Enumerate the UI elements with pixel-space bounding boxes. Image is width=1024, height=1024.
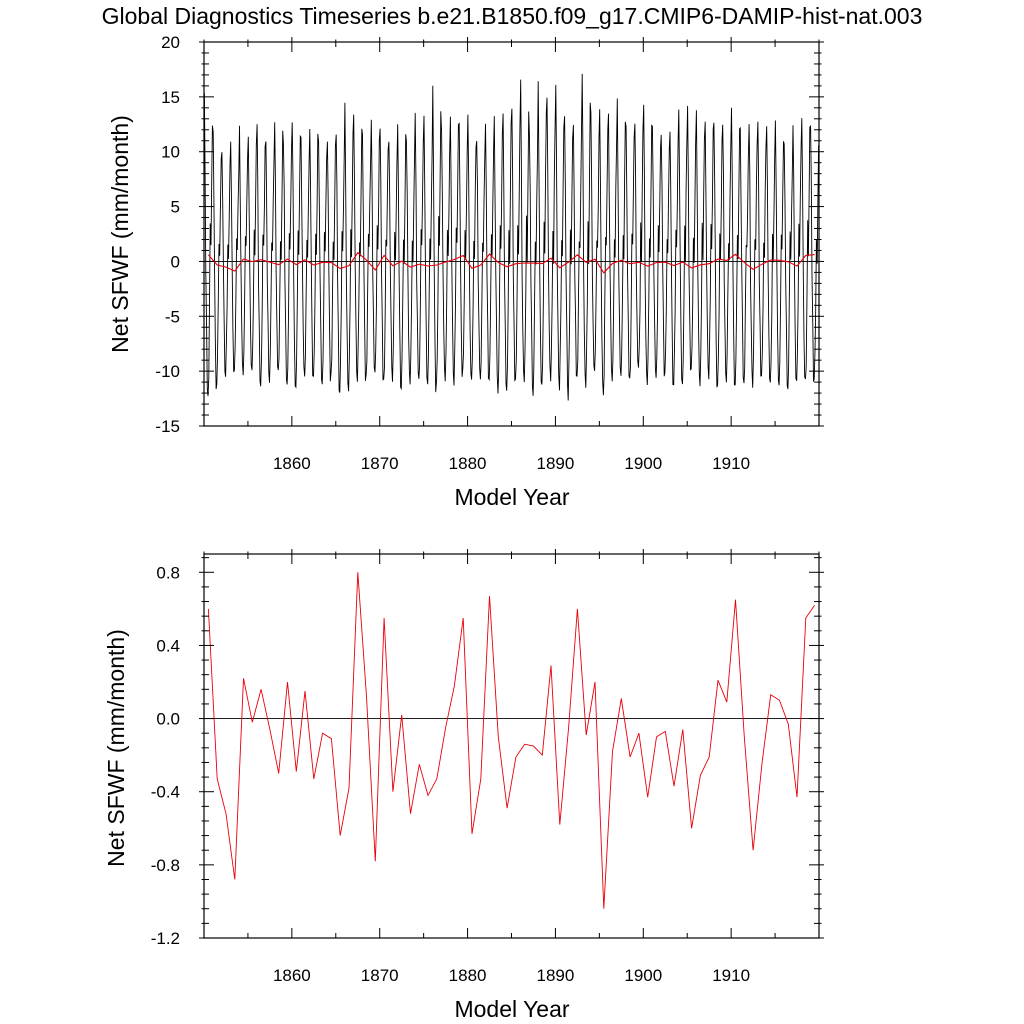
- bottom-x-tick-label: 1860: [273, 966, 311, 985]
- top-y-tick-label: 5: [171, 198, 180, 217]
- top-axes: 1860 1870 1880 1890 1900 1910 -15 -10 -5 0 5 10 15 20: [155, 33, 824, 473]
- bottom-axes: 1860 1870 1880 1890 1900 1910 -1.2 -0.8 -0.4 0.0 0…: [151, 549, 824, 985]
- top-x-tick-label: 1870: [361, 454, 399, 473]
- bottom-y-axis-label: Net SFWF (mm/month): [103, 629, 129, 867]
- bottom-x-axis-label: Model Year: [454, 996, 569, 1022]
- bottom-y-tick-label: 0.8: [156, 563, 180, 582]
- top-plot-area: [204, 73, 819, 401]
- bottom-y-tick-label: -0.8: [151, 856, 180, 875]
- bottom-x-tick-label: 1880: [449, 966, 487, 985]
- bottom-x-tick-label: 1890: [537, 966, 575, 985]
- top-y-tick-label: 0: [171, 252, 180, 271]
- top-y-axis-label: Net SFWF (mm/month): [107, 115, 133, 353]
- top-x-tick-label: 1900: [624, 454, 662, 473]
- top-x-tick-label: 1880: [449, 454, 487, 473]
- bottom-annual-series-line: [207, 572, 815, 909]
- bottom-y-tick-label: -0.4: [151, 783, 180, 802]
- top-x-tick-label: 1860: [273, 454, 311, 473]
- bottom-x-tick-label: 1910: [712, 966, 750, 985]
- top-x-axis-label: Model Year: [454, 484, 569, 510]
- chart-title: Global Diagnostics Timeseries b.e21.B185…: [102, 3, 923, 29]
- top-y-tick-label: 20: [161, 33, 180, 52]
- bottom-y-tick-label: -1.2: [151, 929, 180, 948]
- top-y-tick-label: -5: [165, 307, 180, 326]
- bottom-y-tick-label: 0.0: [156, 710, 180, 729]
- top-x-tick-label: 1910: [712, 454, 750, 473]
- top-y-tick-label: -10: [155, 362, 180, 381]
- top-y-tick-label: 15: [161, 88, 180, 107]
- top-y-tick-label: 10: [161, 143, 180, 162]
- bottom-y-tick-label: 0.4: [156, 636, 180, 655]
- bottom-plot-area: [204, 572, 819, 909]
- top-annual-series-line: [207, 251, 815, 274]
- bottom-plot-frame: [203, 553, 820, 939]
- bottom-x-tick-label: 1900: [624, 966, 662, 985]
- bottom-panel: 1860 1870 1880 1890 1900 1910 -1.2 -0.8 -0.4 0.0 0…: [103, 549, 824, 1022]
- top-y-tick-label: -15: [155, 417, 180, 436]
- top-panel: 1860 1870 1880 1890 1900 1910 -15 -10 -5 0 5 10 15 20…: [107, 33, 824, 510]
- monthly-series-line: [204, 73, 819, 401]
- top-x-tick-label: 1890: [537, 454, 575, 473]
- bottom-x-tick-label: 1870: [361, 966, 399, 985]
